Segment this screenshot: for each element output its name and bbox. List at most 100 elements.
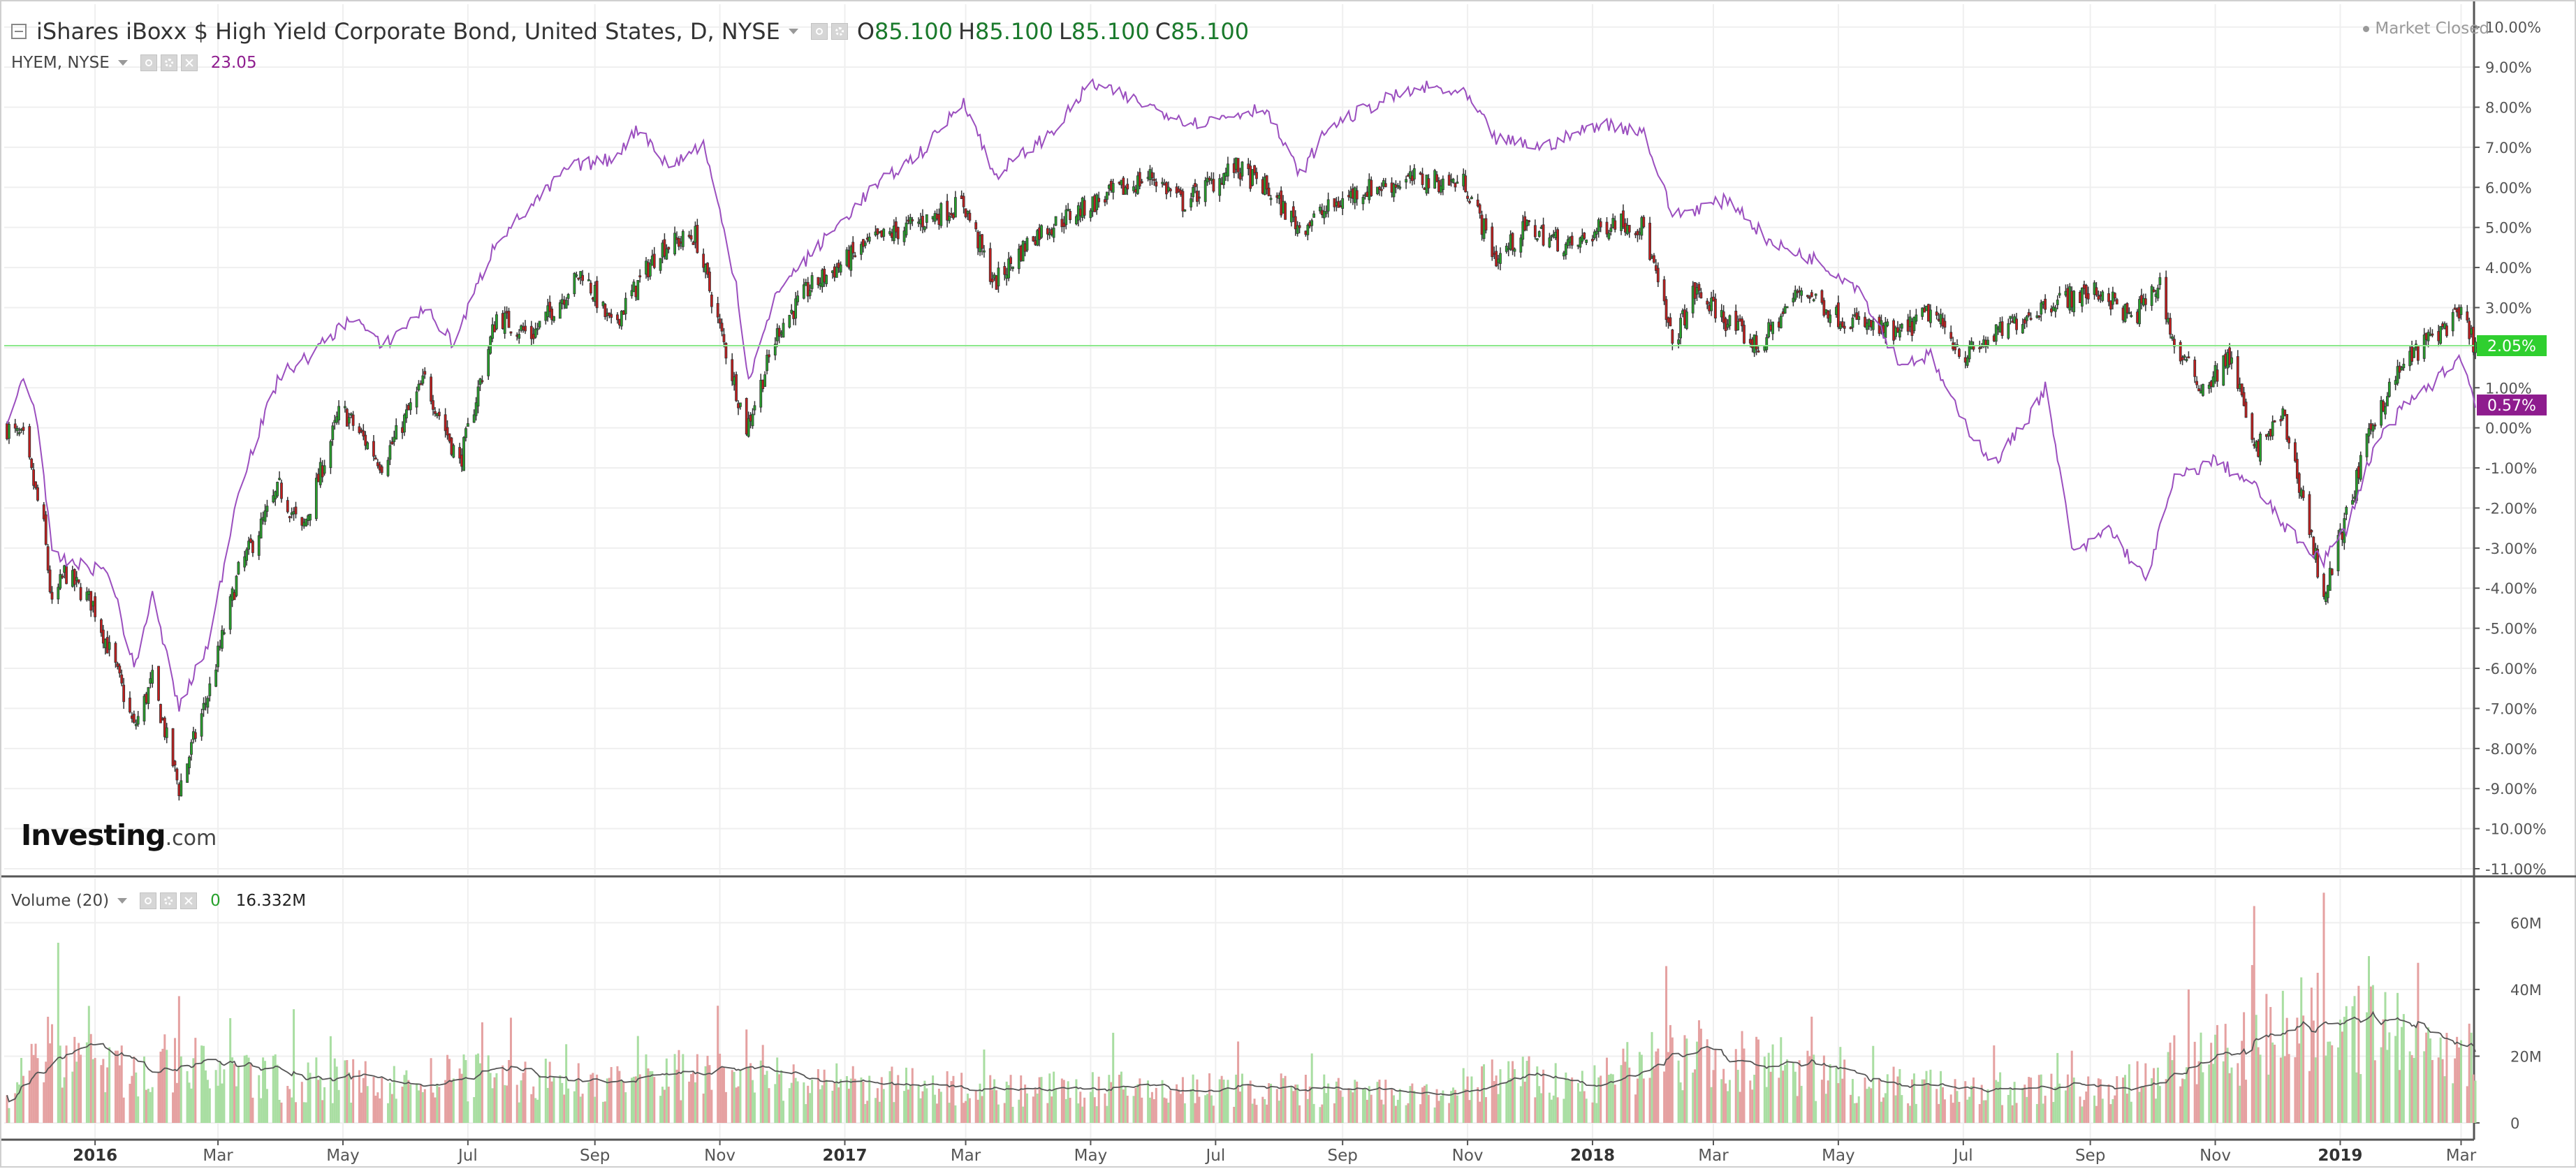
candle-body xyxy=(217,645,219,668)
volume-bar xyxy=(161,1048,164,1123)
volume-bar xyxy=(983,1049,986,1123)
candle xyxy=(896,226,900,245)
candle xyxy=(132,710,136,724)
candle xyxy=(173,760,177,772)
candle xyxy=(495,311,498,331)
volume-bar xyxy=(1075,1079,1078,1123)
volume-bar xyxy=(1978,1104,1981,1123)
candle xyxy=(309,513,312,527)
volume-bar xyxy=(1507,1061,1510,1123)
candle xyxy=(245,547,249,566)
collapse-icon[interactable] xyxy=(11,24,27,39)
volume-bar xyxy=(1124,1086,1127,1123)
candle-body xyxy=(1837,302,1840,328)
candle-body xyxy=(630,290,634,297)
candle xyxy=(782,318,785,338)
visibility-icon[interactable] xyxy=(810,23,828,40)
volume-bar xyxy=(1509,1078,1512,1123)
candle xyxy=(1583,232,1586,240)
candle xyxy=(751,408,754,429)
volume-bar xyxy=(618,1071,621,1123)
candle xyxy=(2158,272,2162,290)
candle-body xyxy=(1871,321,1875,330)
settings-icon[interactable] xyxy=(160,54,177,71)
volume-bar xyxy=(1620,1065,1623,1123)
volume-bar xyxy=(1150,1091,1153,1123)
candle xyxy=(2156,284,2160,302)
volume-bar xyxy=(1642,1078,1645,1123)
series-title[interactable]: iShares iBoxx $ High Yield Corporate Bon… xyxy=(36,18,780,45)
volume-bar xyxy=(903,1091,906,1123)
candle xyxy=(2387,378,2391,398)
candle xyxy=(417,380,420,392)
volume-bar xyxy=(840,1079,842,1123)
candle-body xyxy=(1912,316,1916,332)
settings-icon[interactable] xyxy=(160,892,177,909)
candle-body xyxy=(1550,235,1553,237)
candle xyxy=(2107,288,2110,307)
volume-bar xyxy=(2107,1084,2110,1123)
candle-body xyxy=(1607,233,1611,240)
candle xyxy=(589,280,592,296)
candle xyxy=(200,708,203,741)
volume-bar xyxy=(1341,1096,1344,1123)
volume-bar xyxy=(16,1082,19,1123)
candle xyxy=(434,406,437,417)
candle xyxy=(747,411,750,438)
volume-bar xyxy=(401,1087,404,1123)
volume-bar xyxy=(395,1098,397,1123)
candle xyxy=(8,422,10,444)
candle-body xyxy=(962,196,965,207)
candle-body xyxy=(1548,237,1551,248)
volume-bar xyxy=(1241,1073,1243,1123)
candle xyxy=(2165,270,2168,325)
candle-body xyxy=(851,242,855,253)
candle xyxy=(263,503,267,525)
chevron-down-icon[interactable] xyxy=(117,898,128,904)
volume-bar xyxy=(601,1101,604,1123)
candle xyxy=(2445,323,2448,338)
volume-bar xyxy=(878,1101,881,1123)
volume-bar xyxy=(1982,1100,1985,1123)
chevron-down-icon[interactable] xyxy=(788,29,798,34)
visibility-icon[interactable] xyxy=(140,54,157,71)
candle xyxy=(1535,238,1539,242)
candle xyxy=(710,291,713,314)
volume-bar xyxy=(1935,1089,1938,1123)
close-icon[interactable] xyxy=(180,892,198,909)
candle xyxy=(116,661,119,670)
volume-bar xyxy=(89,1034,92,1123)
volume-bar xyxy=(761,1045,764,1123)
volume-bar xyxy=(71,1071,74,1123)
volume-bar xyxy=(1898,1068,1901,1123)
candle-body xyxy=(863,242,867,246)
candle-body xyxy=(573,272,576,295)
volume-current: 0 xyxy=(210,892,221,910)
volume-bar xyxy=(229,1018,232,1123)
candle-body xyxy=(1009,257,1012,265)
candle xyxy=(1765,334,1769,353)
volume-bar xyxy=(1442,1090,1444,1123)
volume-bar xyxy=(1611,1074,1614,1123)
visibility-icon[interactable] xyxy=(140,892,157,909)
chevron-down-icon[interactable] xyxy=(117,60,128,66)
candle-body xyxy=(997,267,1000,286)
settings-icon[interactable] xyxy=(830,23,848,40)
candle-body xyxy=(1265,175,1268,190)
candle xyxy=(566,293,570,306)
volume-title[interactable]: Volume (20) xyxy=(11,892,110,910)
candle-body xyxy=(1814,293,1817,296)
volume-bar xyxy=(1479,1101,1481,1123)
close-icon[interactable] xyxy=(180,54,198,71)
volume-bar xyxy=(186,1071,189,1123)
volume-bar xyxy=(51,1024,54,1123)
volume-bar xyxy=(520,1080,522,1123)
candle xyxy=(1196,184,1199,207)
candle-body xyxy=(1396,185,1400,187)
candle xyxy=(1597,217,1600,238)
candle xyxy=(2259,432,2262,466)
compare-symbol[interactable]: HYEM, NYSE xyxy=(11,54,110,72)
candle-body xyxy=(1192,187,1194,198)
